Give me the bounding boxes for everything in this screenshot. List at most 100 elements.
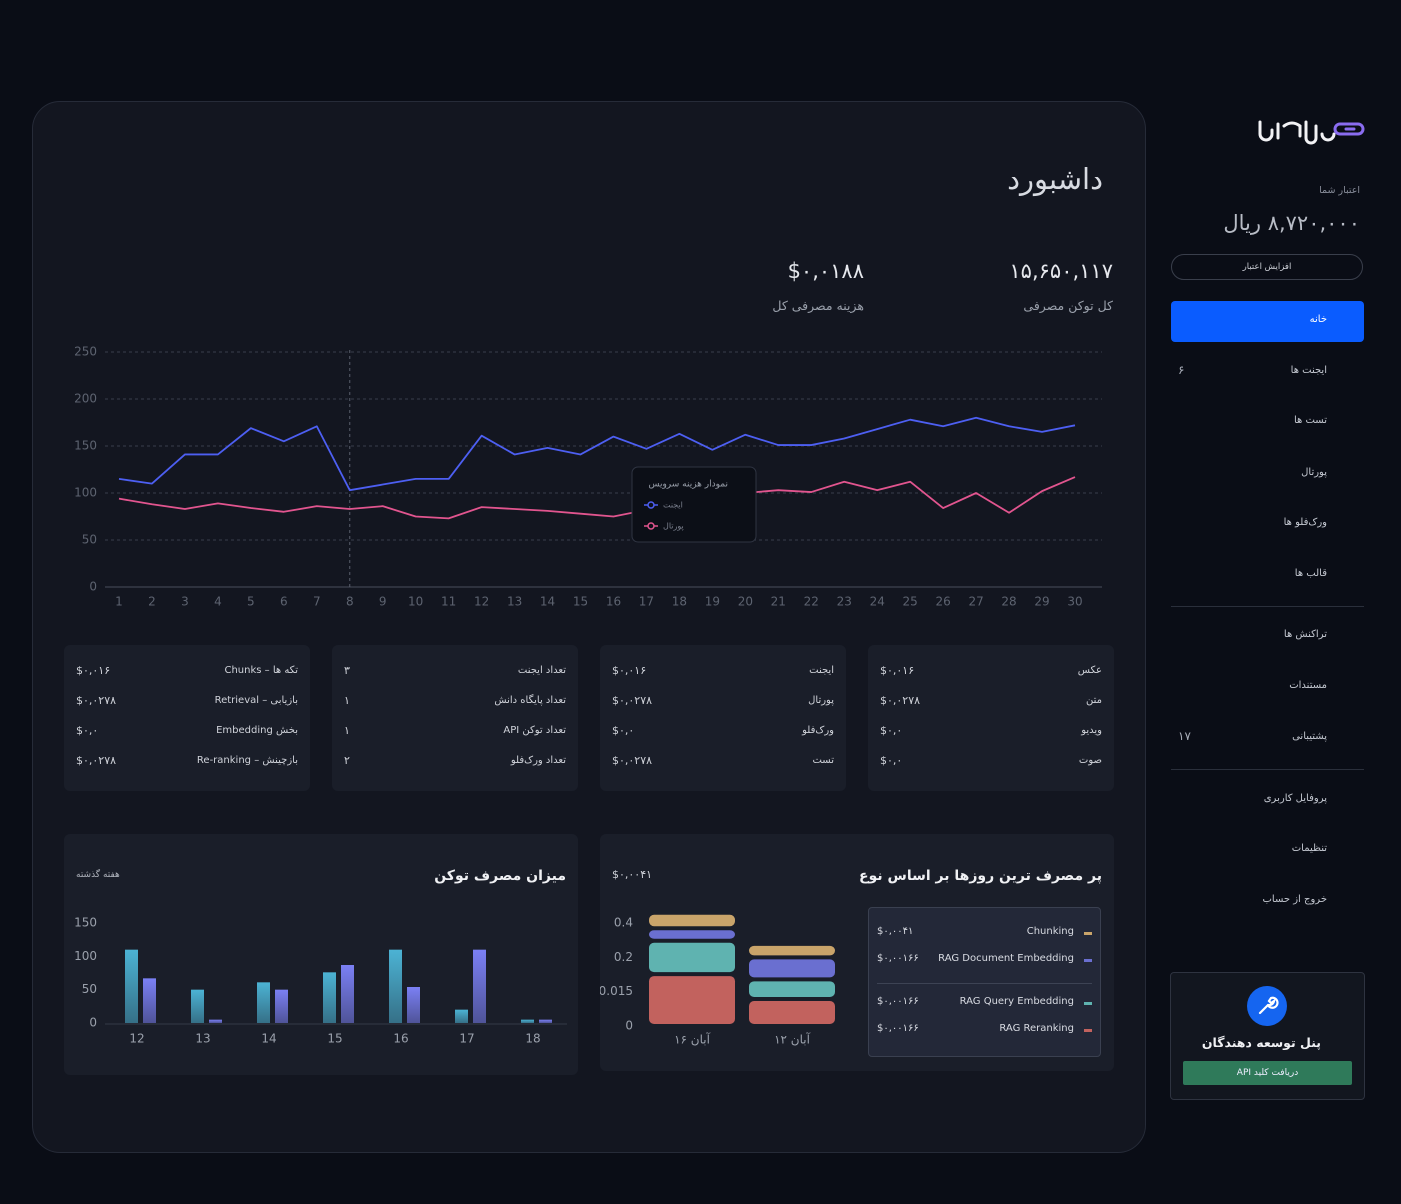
- y-tick-label: 0.4: [614, 916, 633, 930]
- row-label: ویدیو: [1081, 725, 1102, 736]
- legend-label: Chunking: [1026, 926, 1074, 937]
- legend-label: ایجنت: [663, 501, 683, 510]
- logo: [1258, 120, 1365, 145]
- row-label: ورک‌فلو: [802, 725, 834, 736]
- nav-item[interactable]: تنظیمات: [1171, 830, 1364, 871]
- legend: Chunking $۰,۰۰۴۱ RAG Document Embedding $۰,…: [868, 907, 1101, 1057]
- card-title: میزان مصرف توکن: [434, 868, 566, 884]
- x-tick-label: 22: [804, 595, 819, 609]
- bar: [209, 1019, 222, 1023]
- x-tick-label: 4: [214, 595, 222, 609]
- y-tick-label: 0.015: [600, 984, 633, 998]
- legend-value: $۰,۰۰۱۶۶: [877, 996, 919, 1007]
- summary-card: ایجنت $۰,۰۱۶ پورتال $۰,۰۲۷۸ ورک‌فلو $۰,۰ تست $۰…: [600, 645, 846, 791]
- bar: [407, 987, 420, 1023]
- y-tick-label: 250: [74, 345, 97, 359]
- bar: [191, 989, 204, 1023]
- x-tick-label: 12: [129, 1032, 144, 1046]
- x-tick-label: 14: [261, 1032, 276, 1046]
- bar-segment: [649, 976, 735, 1024]
- x-tick-label: 17: [639, 595, 654, 609]
- row-label: تعداد توکن API: [503, 725, 566, 736]
- nav-label: ایجنت ها: [1290, 365, 1327, 376]
- nav-item[interactable]: مستندات: [1171, 667, 1364, 708]
- row-label: صوت: [1078, 755, 1102, 766]
- row-value: $۰,۰۲۷۸: [612, 754, 653, 767]
- nav-item[interactable]: ایجنت ها ۶: [1171, 352, 1364, 393]
- nav-label: خانه: [1309, 314, 1327, 325]
- x-tick-label: 6: [280, 595, 288, 609]
- bar: [539, 1019, 552, 1023]
- separator: [1171, 769, 1364, 770]
- x-tick-label: 10: [408, 595, 423, 609]
- bar: [275, 989, 288, 1023]
- x-tick-label: 21: [771, 595, 786, 609]
- x-tick-label: 15: [327, 1032, 342, 1046]
- nav-item[interactable]: خروج از حساب: [1171, 881, 1364, 922]
- legend-dot: [647, 522, 655, 530]
- nav-item[interactable]: تراکنش ها: [1171, 616, 1364, 657]
- nav-item[interactable]: قالب ها: [1171, 555, 1364, 596]
- bar-segment: [749, 945, 835, 956]
- bars: [649, 914, 835, 1024]
- separator: [1171, 606, 1364, 607]
- nav-item[interactable]: پروفایل کاربری: [1171, 780, 1364, 821]
- bar-chart: 0 50 100 150 12 13 14 15 16 17 18: [74, 916, 567, 1046]
- row-label: متن: [1086, 695, 1102, 706]
- button-label: دریافت کلید API: [1236, 1068, 1299, 1078]
- nav-badge: ۱۷: [1178, 729, 1191, 743]
- x-tick-label: 2: [148, 595, 156, 609]
- x-tick-label: 17: [459, 1032, 474, 1046]
- bar: [257, 982, 270, 1023]
- x-tick-label: 24: [870, 595, 885, 609]
- legend-label: RAG Reranking: [999, 1023, 1074, 1034]
- y-tick-label: 0: [89, 580, 97, 594]
- nav-item[interactable]: ورک‌فلو ها: [1171, 504, 1364, 545]
- bar-segment: [649, 942, 735, 973]
- legend-label: RAG Query Embedding: [959, 996, 1074, 1007]
- credit-value: ۸,۷۲۰,۰۰۰ ریال: [1223, 211, 1360, 235]
- x-tick-label: 13: [507, 595, 522, 609]
- row-label: بخش Embedding: [216, 725, 298, 736]
- row-value: $۰,۰۱۶: [612, 664, 647, 677]
- dev-icon: [1247, 986, 1287, 1026]
- row-label: تست: [812, 755, 834, 766]
- row-label: ایجنت: [809, 665, 834, 676]
- row-label: عکس: [1077, 665, 1102, 676]
- row-value: $۰,۰: [612, 724, 635, 737]
- row-label: پورتال: [808, 695, 834, 706]
- x-tick-label: ۱۶ آبان: [674, 1032, 711, 1047]
- nav-item[interactable]: پشتیبانی ۱۷: [1171, 718, 1364, 759]
- x-tick-label: 18: [525, 1032, 540, 1046]
- row-value: $۰,۰: [880, 724, 903, 737]
- nav-label: پشتیبانی: [1292, 731, 1327, 742]
- y-tick-label: 150: [74, 916, 97, 930]
- credit-button[interactable]: افزایش اعتبار: [1171, 254, 1363, 280]
- bar: [323, 972, 336, 1023]
- x-tick-label: 8: [346, 595, 354, 609]
- row-label: تعداد ورک‌فلو: [510, 755, 566, 766]
- dev-button[interactable]: دریافت کلید API: [1183, 1061, 1352, 1085]
- x-tick-label: 27: [968, 595, 983, 609]
- x-tick-label: 29: [1034, 595, 1049, 609]
- row-value: $۰,۰: [76, 724, 99, 737]
- x-tick-label: 26: [935, 595, 950, 609]
- y-tick-label: 100: [74, 486, 97, 500]
- row-value: $۰,۰۱۶: [880, 664, 915, 677]
- nav-item[interactable]: خانه: [1171, 301, 1364, 342]
- nav-item[interactable]: تست ها: [1171, 402, 1364, 443]
- summary-card: تعداد ایجنت ۳ تعداد پایگاه دانش ۱ تعداد توکن…: [332, 645, 578, 791]
- series-line: [118, 476, 1076, 520]
- bar-segment: [749, 1001, 835, 1024]
- x-tick-label: 9: [379, 595, 387, 609]
- y-tick-label: 0.2: [614, 950, 633, 964]
- legend-dot: [647, 501, 655, 509]
- nav-item[interactable]: پورتال: [1171, 454, 1364, 495]
- bar-segment: [749, 981, 835, 998]
- row-label: تعداد پایگاه دانش: [494, 695, 566, 706]
- bar: [143, 978, 156, 1023]
- row-label: بازچینش – Re-ranking: [196, 755, 298, 766]
- stat-label: هزینه مصرفی کل: [772, 298, 864, 313]
- series-line: [118, 416, 1076, 492]
